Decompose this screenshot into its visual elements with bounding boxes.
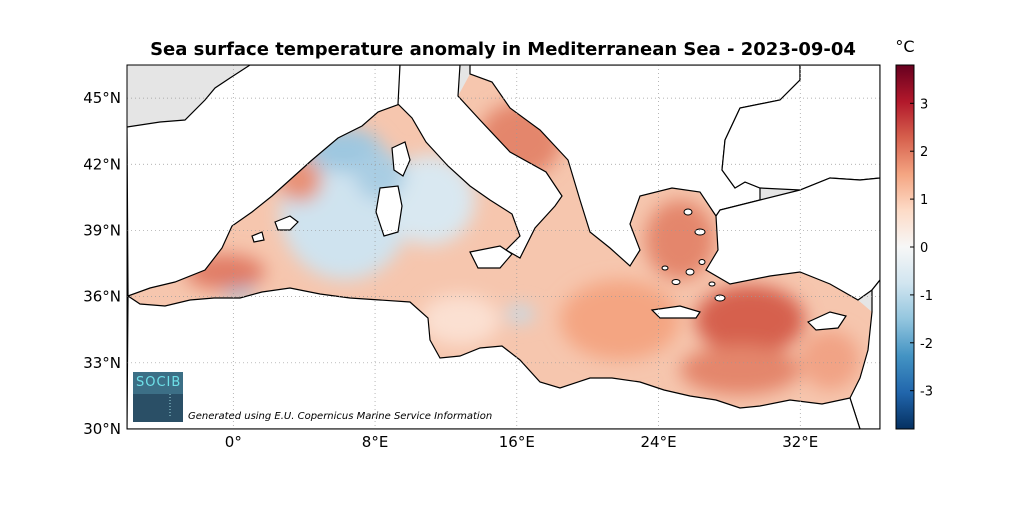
neutral-anomaly-sicily-channel [420, 295, 500, 345]
y-tick-label: 30°N [83, 420, 121, 438]
map-frame [126, 64, 881, 430]
land-sardinia [375, 185, 403, 237]
island [698, 259, 706, 265]
anomaly-field [128, 74, 872, 408]
colorbar-unit: °C [895, 37, 914, 56]
cool-anomaly-ionian [506, 305, 534, 323]
anomaly-blobs [185, 102, 860, 395]
land-sicily [469, 245, 513, 269]
colorbar-tick-label: 3 [920, 97, 928, 112]
logo-text: SOCIB [136, 375, 181, 390]
sea-base [128, 74, 872, 408]
warm-anomaly-aegean [645, 200, 715, 280]
x-axis-ticks: 0° 8°E 16°E 24°E 32°E [225, 433, 819, 451]
island [661, 265, 669, 271]
island [685, 268, 695, 276]
land-mallorca [274, 215, 299, 231]
land-north-africa [127, 287, 861, 429]
warm-anomaly-levantine [695, 285, 805, 355]
land-france-italy [397, 65, 563, 259]
logo-band [133, 372, 183, 394]
socib-logo: SOCIB [133, 372, 183, 422]
credit-text: Generated using E.U. Copernicus Marine S… [188, 411, 492, 422]
colorbar-tick-label: 1 [920, 193, 928, 208]
land-ibiza [251, 231, 265, 243]
y-axis-ticks: 30°N 33°N 36°N 39°N 42°N 45°N [83, 89, 121, 438]
x-tick-label: 32°E [782, 433, 818, 451]
colorbar-tick-label: 2 [920, 145, 928, 160]
land-corsica [391, 141, 411, 177]
x-tick-label: 16°E [499, 433, 535, 451]
colorbar-tick-label: 0 [920, 241, 928, 256]
island [694, 228, 706, 236]
x-tick-label: 24°E [640, 433, 676, 451]
land-masses [127, 65, 880, 429]
island [683, 208, 693, 216]
land-cyprus [806, 311, 847, 331]
island [671, 279, 681, 285]
y-tick-label: 33°N [83, 354, 121, 372]
y-tick-label: 42°N [83, 155, 121, 173]
aegean-islands [661, 208, 726, 302]
land-europe-west [127, 65, 401, 297]
land-crete [650, 305, 701, 319]
x-tick-label: 0° [225, 433, 242, 451]
y-tick-label: 36°N [83, 288, 121, 306]
colorbar-tick-label: -3 [920, 385, 933, 400]
land-anatolia [705, 177, 880, 301]
cool-anomaly-tyrrhenian [385, 155, 475, 245]
warm-anomaly-egypt [680, 345, 800, 395]
warm-anomaly-far-east [800, 330, 860, 390]
colorbar-tick-label: -1 [920, 289, 933, 304]
warm-anomaly-central-east [560, 280, 680, 360]
colorbar-tick-label: -2 [920, 337, 933, 352]
colorbar-ticks: 3 2 1 0 -1 -2 -3 [910, 97, 933, 400]
y-tick-label: 39°N [83, 221, 121, 239]
island [714, 294, 726, 302]
island [708, 281, 716, 287]
x-tick-label: 8°E [362, 433, 389, 451]
map-title: Sea surface temperature anomaly in Medit… [150, 39, 856, 60]
y-tick-label: 45°N [83, 89, 121, 107]
